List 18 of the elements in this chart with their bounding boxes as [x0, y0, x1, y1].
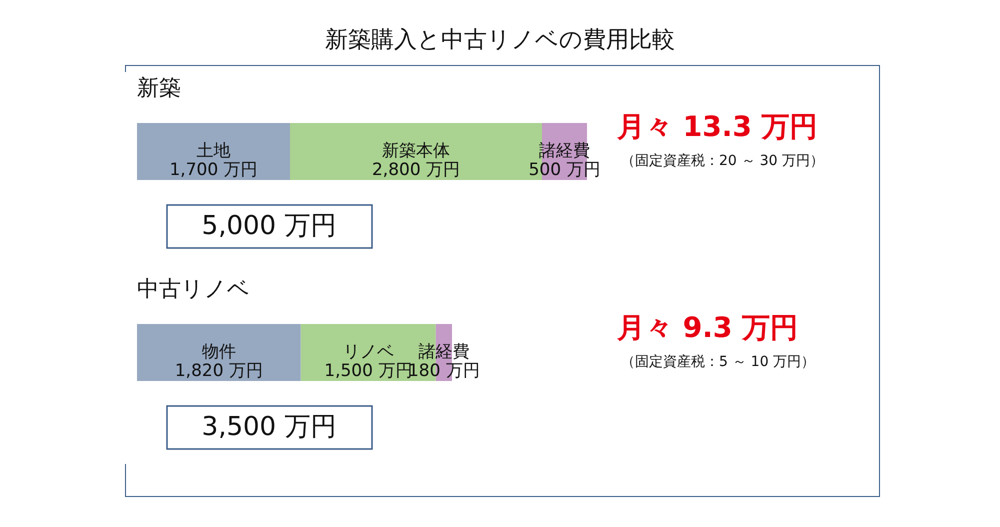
data-label: 500 万円	[528, 160, 600, 180]
data-label: 2,800 万円	[372, 160, 460, 180]
text: 5,000 万円	[202, 211, 336, 241]
text: （固定資産税：20 ～ 30 万円）	[621, 153, 824, 169]
chart-title: 中古リノベ	[137, 277, 250, 302]
text: 月々 9.3 万円	[616, 311, 798, 344]
data-label: 1,820 万円	[174, 361, 263, 381]
series-label: 新築本体	[382, 141, 450, 161]
chart-subtitle: 新築	[137, 76, 181, 101]
series-label: 物件	[202, 342, 236, 362]
series-label: 土地	[196, 141, 230, 161]
text: 3,500 万円	[202, 412, 336, 442]
series-label: リノベ	[342, 342, 394, 362]
text: （固定資産税：5 ～ 10 万円）	[621, 354, 816, 370]
chart-title: 新築購入と中古リノベの費用比較	[324, 26, 676, 55]
series-label: 諸経費	[418, 342, 470, 362]
text: 月々 13.3 万円	[616, 110, 818, 143]
data-label: 1,700 万円	[169, 160, 258, 180]
